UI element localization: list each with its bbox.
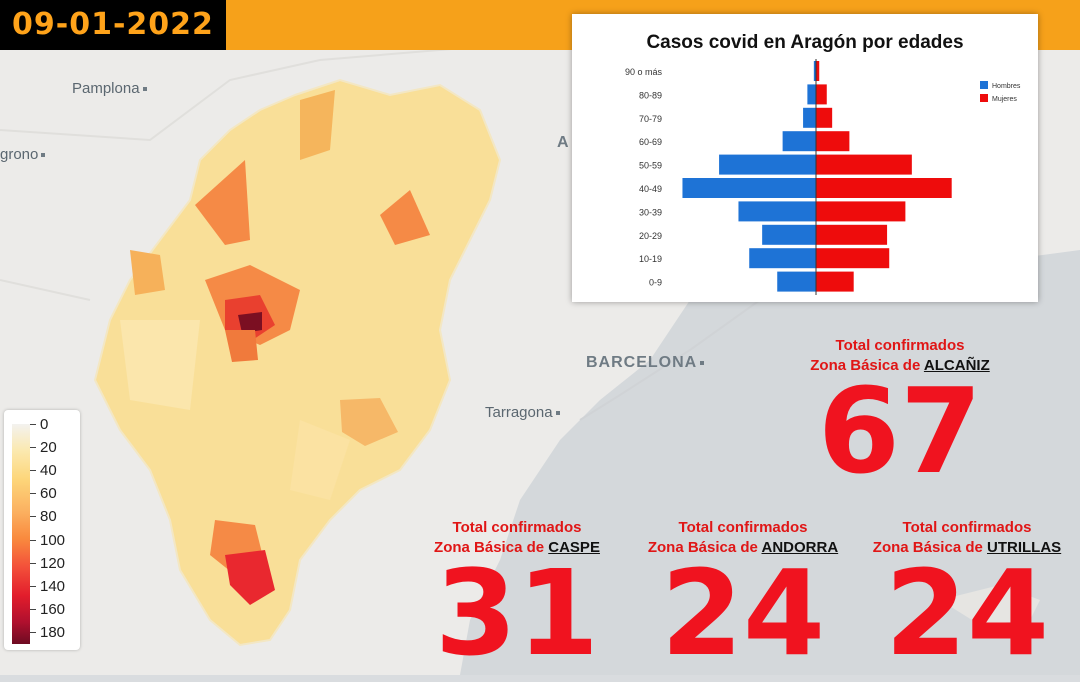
scale-label: 120 bbox=[40, 554, 66, 572]
scale-tick bbox=[30, 516, 36, 518]
stat-value: 24 bbox=[660, 544, 826, 682]
stat-line2: Zona Básica de CASPE bbox=[434, 539, 600, 556]
bar-men-70-79 bbox=[803, 107, 816, 128]
stat-line1: Total confirmados bbox=[902, 519, 1032, 536]
bar-men-80-89 bbox=[807, 84, 816, 105]
scale-label: 100 bbox=[40, 531, 66, 549]
scale-tick bbox=[30, 447, 36, 449]
scale-tick bbox=[30, 562, 36, 564]
stat-line1: Total confirmados bbox=[835, 337, 965, 354]
stat-value: 67 bbox=[817, 362, 983, 500]
scale-label: 140 bbox=[40, 577, 66, 595]
bar-men-60-69 bbox=[782, 131, 816, 152]
scale-tick bbox=[30, 424, 36, 425]
stat-line2: Zona Básica de ALCAÑIZ bbox=[810, 357, 990, 374]
age-label: 0-9 bbox=[649, 278, 662, 288]
map-label-barcelona: BARCELONA bbox=[586, 354, 705, 372]
stat-utrillas: Total confirmados Zona Básica de UTRILLA… bbox=[842, 518, 1080, 682]
legend-swatch-women bbox=[980, 94, 988, 102]
age-pyramid-chart: 90 o más 80-89 70-79 60-69 50-59 40-49 30-39 20… bbox=[625, 59, 1021, 295]
map-label-pamplona: Pamplona bbox=[72, 80, 147, 97]
bar-women-20-29 bbox=[816, 224, 888, 245]
scale-label: 40 bbox=[40, 462, 57, 480]
map-label-logrono: grono bbox=[0, 146, 46, 163]
scale-tick bbox=[30, 608, 36, 610]
scale-label: 160 bbox=[40, 600, 66, 618]
scale-tick bbox=[30, 539, 36, 541]
stat-value: 24 bbox=[884, 544, 1050, 682]
stat-caspe: Total confirmados Zona Básica de CASPE 3… bbox=[382, 518, 652, 682]
scale-label: 20 bbox=[40, 439, 57, 457]
bar-women-90-o-más bbox=[816, 61, 820, 81]
age-label: 30-39 bbox=[639, 207, 662, 217]
age-label: 60-69 bbox=[639, 137, 662, 147]
age-label: 80-89 bbox=[639, 90, 662, 100]
scale-tick bbox=[30, 632, 36, 633]
scale-label: 80 bbox=[40, 508, 57, 526]
bar-men-20-29 bbox=[762, 224, 816, 245]
bar-women-60-69 bbox=[816, 131, 850, 152]
scale-tick bbox=[30, 470, 36, 472]
bar-women-80-89 bbox=[816, 84, 827, 105]
stat-line1: Total confirmados bbox=[678, 519, 808, 536]
bar-men-40-49 bbox=[682, 178, 816, 198]
stat-line1: Total confirmados bbox=[452, 519, 582, 536]
stat-line2: Zona Básica de UTRILLAS bbox=[872, 539, 1062, 556]
scale-label: 0 bbox=[40, 416, 49, 433]
age-label: 10-19 bbox=[639, 254, 662, 264]
color-scale-bar bbox=[12, 424, 30, 644]
age-label: 20-29 bbox=[639, 231, 662, 241]
date-label: 09-01-2022 bbox=[0, 0, 226, 50]
bar-women-70-79 bbox=[816, 107, 833, 128]
bar-men-10-19 bbox=[749, 248, 816, 269]
stat-value: 31 bbox=[434, 544, 600, 682]
map-label-tarragona: Tarragona bbox=[485, 404, 560, 421]
pyramid-title: Casos covid en Aragón por edades bbox=[646, 32, 964, 53]
stat-andorra: Total confirmados Zona Básica de ANDORRA… bbox=[618, 518, 868, 682]
bar-women-40-49 bbox=[816, 178, 952, 198]
bar-men-90-o-más bbox=[813, 61, 816, 81]
scale-tick bbox=[30, 493, 36, 495]
age-label: 90 o más bbox=[625, 67, 663, 77]
age-label: 50-59 bbox=[639, 161, 662, 171]
stat-alcaniz: Total confirmados Zona Básica de ALCAÑIZ… bbox=[775, 336, 1025, 500]
stat-line2: Zona Básica de ANDORRA bbox=[647, 539, 839, 556]
scale-label: 180 bbox=[40, 624, 66, 641]
age-label: 40-49 bbox=[639, 184, 662, 194]
legend-label-men: Hombres bbox=[992, 83, 1021, 90]
scale-label: 60 bbox=[40, 485, 57, 503]
bar-men-30-39 bbox=[738, 201, 816, 222]
legend-swatch-men bbox=[980, 81, 988, 89]
bar-men-50-59 bbox=[719, 154, 816, 175]
bar-women-30-39 bbox=[816, 201, 906, 222]
age-pyramid-card: Casos covid en Aragón por edades 90 o má… bbox=[572, 14, 1038, 302]
scale-tick bbox=[30, 585, 36, 587]
bar-women-50-59 bbox=[816, 154, 912, 175]
bar-women-10-19 bbox=[816, 248, 890, 269]
color-scale-legend: 0 20 40 60 80 100 120 140 160 180 bbox=[4, 410, 80, 650]
map-label-partial: A bbox=[557, 134, 570, 151]
legend-label-women: Mujeres bbox=[992, 96, 1017, 103]
age-label: 70-79 bbox=[639, 114, 662, 124]
bar-men-0-9 bbox=[777, 271, 816, 292]
bar-women-0-9 bbox=[816, 271, 854, 292]
